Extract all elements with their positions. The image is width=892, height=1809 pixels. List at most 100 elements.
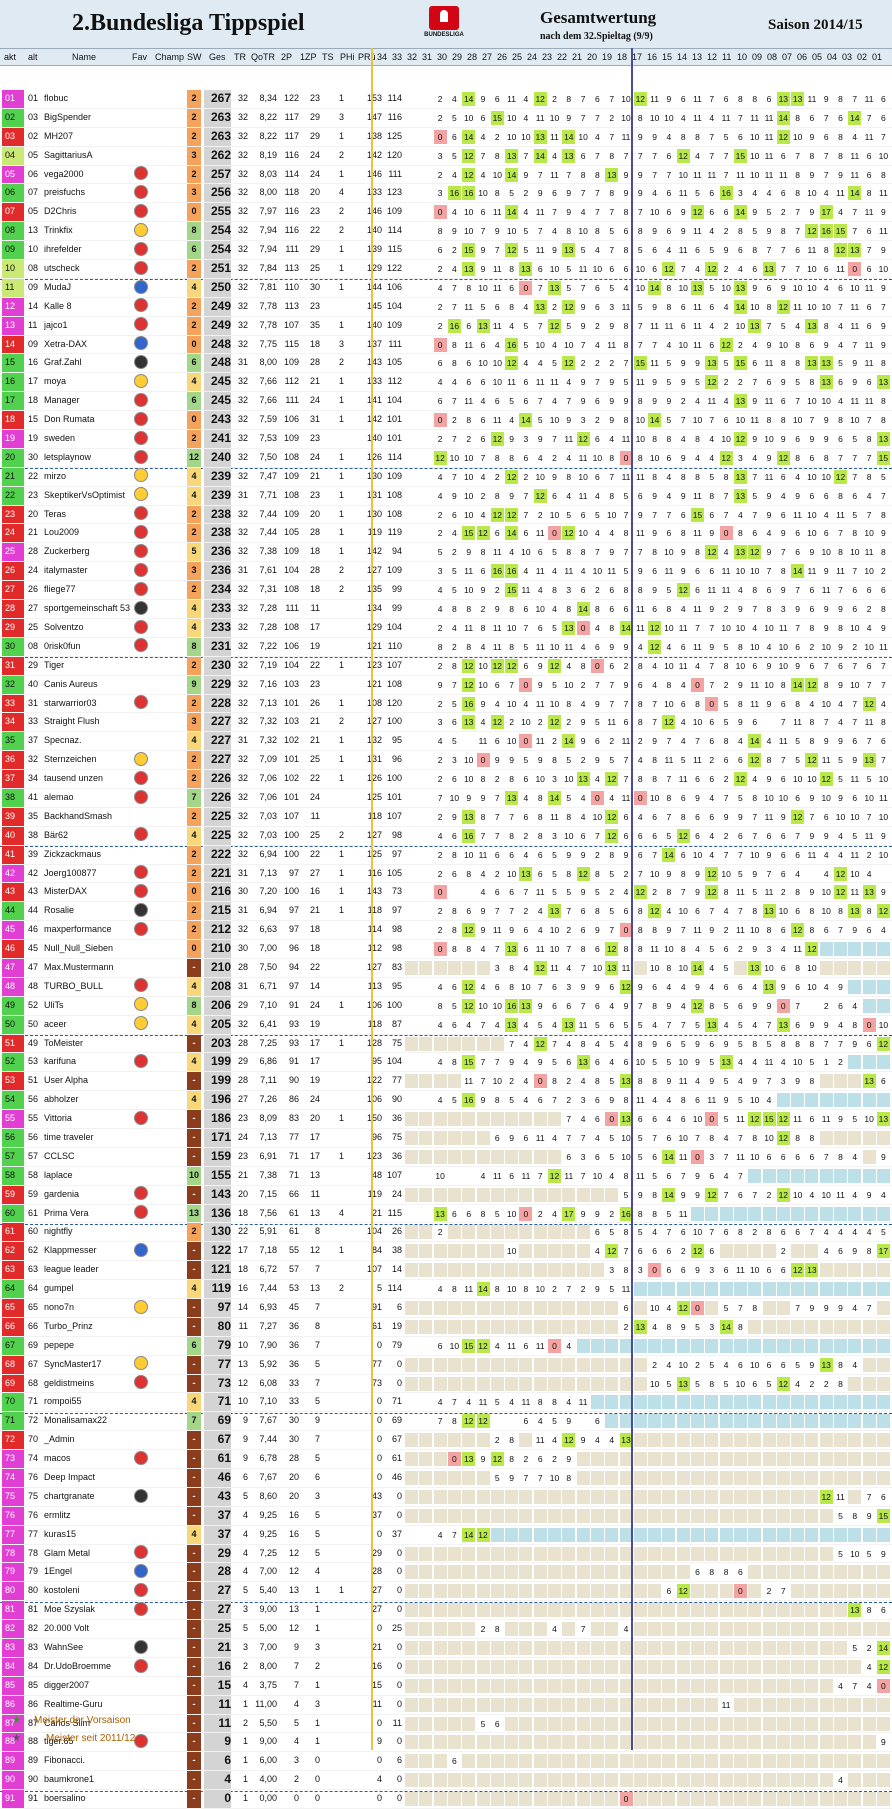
player-name[interactable]: Graf.Zahl	[44, 354, 130, 372]
player-name[interactable]: abholzer	[44, 1091, 130, 1109]
matchday-cell: 4	[734, 1055, 747, 1069]
player-name[interactable]: maxperformance	[44, 921, 130, 939]
matchday-cell: 11	[491, 621, 504, 635]
matchday-cell: 11	[734, 1150, 747, 1164]
player-name[interactable]: Canis Aureus	[44, 676, 130, 694]
matchday-cell: 4	[562, 659, 575, 673]
player-name[interactable]: kuras15	[44, 1526, 130, 1544]
player-name[interactable]: fliege77	[44, 581, 130, 599]
player-name[interactable]: CCLSC	[44, 1148, 130, 1166]
player-name[interactable]: Glam Metal	[44, 1545, 130, 1563]
player-name[interactable]: Max.Mustermann	[44, 959, 130, 977]
player-name[interactable]: mirzo	[44, 468, 130, 486]
player-name[interactable]: WahnSee	[44, 1639, 130, 1657]
player-name[interactable]: MH207	[44, 128, 130, 146]
player-name[interactable]: nono7n	[44, 1299, 130, 1317]
player-name[interactable]: rompoi55	[44, 1393, 130, 1411]
player-name[interactable]: chartgranate	[44, 1488, 130, 1506]
player-name[interactable]: _Admin	[44, 1431, 130, 1449]
player-name[interactable]: macos	[44, 1450, 130, 1468]
player-name[interactable]: Vittoria	[44, 1110, 130, 1128]
player-name[interactable]: letsplaynow	[44, 449, 130, 467]
two-point: 3	[300, 1488, 320, 1506]
player-name[interactable]: Turbo_Prinz	[44, 1318, 130, 1336]
player-name[interactable]: kostoleni	[44, 1582, 130, 1600]
player-name[interactable]: gardenia	[44, 1186, 130, 1204]
player-name[interactable]: boersalino	[44, 1790, 130, 1808]
player-name[interactable]: MisterDAX	[44, 883, 130, 901]
player-name[interactable]: UliTs	[44, 997, 130, 1015]
player-name[interactable]: BigSpender	[44, 109, 130, 127]
player-name[interactable]: Klappmesser	[44, 1242, 130, 1260]
player-name[interactable]: D2Chris	[44, 203, 130, 221]
matchday-cell: 11	[763, 149, 776, 163]
player-name[interactable]: geldistmeins	[44, 1375, 130, 1393]
player-name[interactable]: baumkrone1	[44, 1771, 130, 1789]
player-name[interactable]: 1Engel	[44, 1563, 130, 1581]
player-name[interactable]: utscheck	[44, 260, 130, 278]
player-name[interactable]: pepepe	[44, 1337, 130, 1355]
player-name[interactable]: 20.000 Volt	[44, 1620, 130, 1638]
matchday-cell	[734, 1395, 747, 1409]
player-name[interactable]: Specnaz.	[44, 732, 130, 750]
player-name[interactable]: laplace	[44, 1167, 130, 1185]
player-name[interactable]: tausend unzen	[44, 770, 130, 788]
player-name[interactable]: flobuc	[44, 90, 130, 108]
player-name[interactable]: BackhandSmash	[44, 808, 130, 826]
player-name[interactable]: Realtime-Guru	[44, 1696, 130, 1714]
player-name[interactable]: moya	[44, 373, 130, 391]
player-name[interactable]: time traveler	[44, 1129, 130, 1147]
player-name[interactable]: ihrefelder	[44, 241, 130, 259]
player-name[interactable]: Rosalie	[44, 902, 130, 920]
player-name[interactable]: SkeptikerVsOptimist	[44, 487, 130, 505]
tips-count: 32	[234, 222, 248, 240]
player-name[interactable]: Sternzeichen	[44, 751, 130, 769]
player-name[interactable]: sweden	[44, 430, 130, 448]
player-name[interactable]: Fibonacci.	[44, 1752, 130, 1770]
player-name[interactable]: Kalle 8	[44, 298, 130, 316]
player-name[interactable]: vega2000	[44, 166, 130, 184]
player-name[interactable]: preisfuchs	[44, 184, 130, 202]
player-name[interactable]: Manager	[44, 392, 130, 410]
player-name[interactable]: Bär62	[44, 827, 130, 845]
player-name[interactable]: Don Rumata	[44, 411, 130, 429]
player-name[interactable]: Lou2009	[44, 524, 130, 542]
player-name[interactable]: Teras	[44, 506, 130, 524]
player-name[interactable]: italymaster	[44, 562, 130, 580]
matchday-cell	[419, 1207, 432, 1221]
player-name[interactable]: MudaJ	[44, 279, 130, 297]
player-name[interactable]: Straight Flush	[44, 713, 130, 731]
player-name[interactable]: Tiger	[44, 657, 130, 675]
player-name[interactable]: aceer	[44, 1016, 130, 1034]
player-name[interactable]: starwarrior03	[44, 695, 130, 713]
player-name[interactable]: ToMeister	[44, 1035, 130, 1053]
player-name[interactable]: gumpel	[44, 1280, 130, 1298]
player-name[interactable]: ermlitz	[44, 1507, 130, 1525]
player-name[interactable]: Joerg100877	[44, 865, 130, 883]
player-name[interactable]: SagittariusA	[44, 147, 130, 165]
player-name[interactable]: Null_Null_Sieben	[44, 940, 130, 958]
player-name[interactable]: Zickzackmaus	[44, 846, 130, 864]
player-name[interactable]: alemao	[44, 789, 130, 807]
player-name[interactable]: Prima Vera	[44, 1205, 130, 1223]
player-name[interactable]: Moe Szyslak	[44, 1601, 130, 1619]
player-name[interactable]: 0risk0fun	[44, 638, 130, 656]
player-name[interactable]: Dr.UdoBroemme	[44, 1658, 130, 1676]
player-name[interactable]: Xetra-DAX	[44, 336, 130, 354]
player-name[interactable]: Monalisamax22	[44, 1412, 130, 1430]
player-name[interactable]: league leader	[44, 1261, 130, 1279]
matchday-cell	[834, 1169, 847, 1183]
player-name[interactable]: TURBO_BULL	[44, 978, 130, 996]
player-name[interactable]: SyncMaster17	[44, 1356, 130, 1374]
player-name[interactable]: User Alpha	[44, 1072, 130, 1090]
player-name[interactable]: digger2007	[44, 1677, 130, 1695]
player-name[interactable]: karifuna	[44, 1053, 130, 1071]
second-half: 97	[380, 846, 402, 864]
player-name[interactable]: jajco1	[44, 317, 130, 335]
player-name[interactable]: nightfly	[44, 1223, 130, 1241]
player-name[interactable]: Solventzo	[44, 619, 130, 637]
player-name[interactable]: sportgemeinschaft 53	[44, 600, 130, 618]
player-name[interactable]: Zuckerberg	[44, 543, 130, 561]
player-name[interactable]: Trinkfix	[44, 222, 130, 240]
player-name[interactable]: Deep Impact	[44, 1469, 130, 1487]
